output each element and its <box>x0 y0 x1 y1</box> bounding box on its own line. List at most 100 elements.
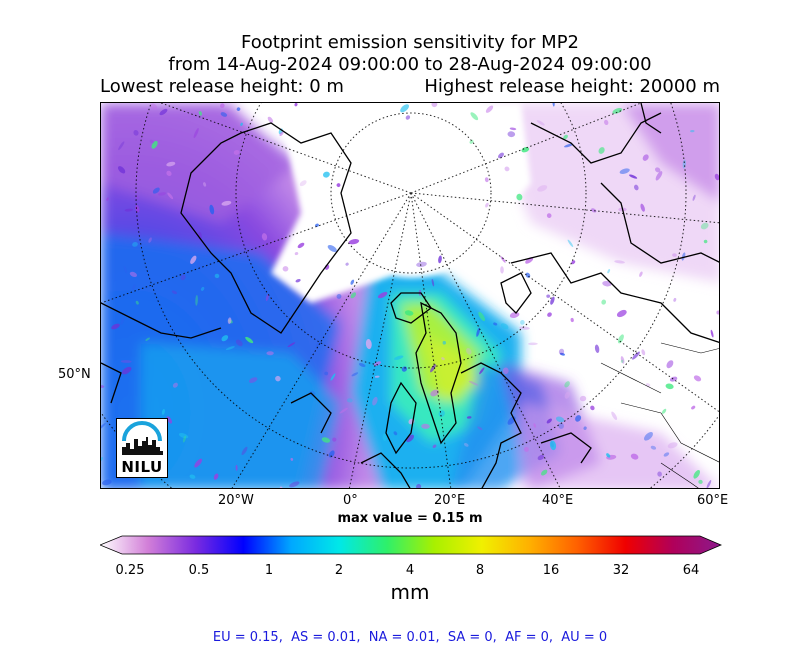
field-speckle <box>195 295 198 306</box>
field-speckle <box>558 348 565 355</box>
field-speckle <box>129 271 137 278</box>
field-speckle <box>124 208 133 212</box>
field-speckle <box>322 171 330 178</box>
field-speckle <box>714 173 719 181</box>
field-speckle <box>703 239 708 244</box>
field-speckle <box>406 434 415 443</box>
field-speckle <box>339 407 348 414</box>
field-speckle <box>161 408 165 415</box>
field-speckle <box>321 437 331 443</box>
field-speckle <box>643 432 654 441</box>
field-speckle <box>667 442 678 449</box>
field-speckle <box>477 426 483 431</box>
field-speckle <box>358 363 366 367</box>
field-speckle <box>132 284 136 290</box>
colorbar-tick: 16 <box>542 563 560 578</box>
colorbar-tick: 0.5 <box>188 563 210 578</box>
field-speckle <box>669 376 678 382</box>
field-speckle <box>189 474 196 479</box>
field-speckle <box>282 266 289 272</box>
field-speckle <box>432 444 437 448</box>
release-heights: Lowest release height: 0 m Highest relea… <box>100 76 720 98</box>
field-speckle <box>533 423 536 428</box>
field-speckle <box>567 239 574 247</box>
field-speckle <box>345 262 349 266</box>
field-speckle <box>547 312 552 317</box>
field-speckle <box>265 293 269 302</box>
field-speckle <box>289 481 300 488</box>
field-speckle <box>220 112 228 117</box>
field-speckle <box>332 437 337 442</box>
field-speckle <box>681 252 686 261</box>
colorbar-tick: 64 <box>682 563 700 578</box>
field-speckle <box>710 329 714 338</box>
field-speckle <box>438 255 442 264</box>
region-summary: EU = 0.15, AS = 0.01, NA = 0.01, SA = 0,… <box>212 630 608 645</box>
field-speckle <box>266 351 274 356</box>
field-speckle <box>315 339 323 348</box>
field-speckle <box>579 395 587 402</box>
field-speckle <box>611 411 618 421</box>
field-speckle <box>500 323 509 330</box>
field-speckle <box>541 469 548 476</box>
field-speckle <box>546 213 552 218</box>
field-speckle <box>106 197 109 201</box>
field-speckle <box>157 192 167 196</box>
field-speckle <box>558 422 564 429</box>
field-speckle <box>203 182 207 187</box>
field-speckle <box>200 286 205 291</box>
field-speckle <box>220 103 225 109</box>
field-speckle <box>616 309 627 318</box>
field-speckle <box>372 396 378 406</box>
field-speckle <box>507 131 516 138</box>
field-speckle <box>149 139 154 144</box>
field-speckle <box>101 422 106 430</box>
field-speckle <box>336 183 341 188</box>
field-speckle <box>546 294 551 298</box>
field-speckle <box>663 452 670 457</box>
colorbar-tick: 0.25 <box>115 563 145 578</box>
field-speckle <box>493 322 498 326</box>
field-speckle <box>193 128 199 139</box>
field-speckle <box>111 323 120 330</box>
field-speckle <box>132 242 138 247</box>
field-speckle <box>504 166 510 172</box>
field-speckle <box>469 139 474 144</box>
field-speckle <box>135 195 140 200</box>
field-speckle <box>606 453 611 458</box>
colorbar-tick: 32 <box>612 563 630 578</box>
field-speckle <box>661 408 667 414</box>
field-speckle <box>520 320 525 325</box>
field-speckle <box>575 415 582 422</box>
field-speckle <box>241 446 248 456</box>
field-speckle <box>416 483 422 488</box>
field-speckle <box>235 464 238 471</box>
lon-label-60e: 60°E <box>697 493 729 508</box>
highest-release-height: Highest release height: 20000 m <box>424 76 720 97</box>
field-speckle <box>463 443 469 447</box>
field-speckle <box>180 274 186 281</box>
field-speckle <box>521 146 530 153</box>
field-speckle <box>213 473 219 480</box>
field-speckle <box>198 110 203 116</box>
field-speckle <box>295 278 301 283</box>
field-speckle <box>528 342 538 346</box>
field-speckle <box>641 349 646 356</box>
field-speckle <box>537 454 545 461</box>
field-speckle <box>630 453 639 460</box>
field-speckle <box>673 297 677 302</box>
field-speckle <box>324 371 329 376</box>
field-speckle <box>564 381 570 388</box>
field-speckle <box>279 131 284 137</box>
field-speckle <box>431 103 438 108</box>
field-speckle <box>120 317 125 326</box>
field-speckle <box>563 143 574 148</box>
field-speckle <box>563 134 568 140</box>
field-speckle <box>348 239 360 245</box>
field-speckle <box>275 375 281 382</box>
field-speckle <box>172 382 178 388</box>
field-speckle <box>601 299 607 305</box>
field-speckle <box>485 105 494 113</box>
field-speckle <box>221 335 229 342</box>
field-speckle <box>479 367 485 375</box>
